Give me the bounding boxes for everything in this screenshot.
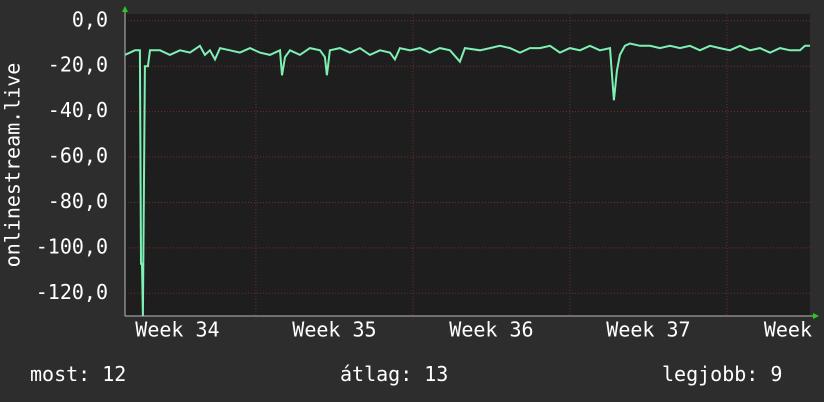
plot-area [125, 14, 810, 316]
stat: átlag: 13 [340, 362, 448, 386]
y-tick-label: -80,0 [48, 189, 108, 213]
stat-label: legjobb: [662, 362, 758, 386]
x-tick-label: Week 37 [606, 318, 690, 342]
y-tick-label: -60,0 [48, 144, 108, 168]
x-tick-label: Week [764, 318, 812, 342]
data-line [124, 42, 810, 317]
y-axis-label: onlinestream.live [1, 63, 25, 268]
stat-label: átlag: [340, 362, 412, 386]
stat-value: 12 [102, 362, 126, 386]
y-tick-label: -20,0 [48, 53, 108, 77]
axis-arrow [122, 6, 128, 12]
stat-label: most: [30, 362, 90, 386]
y-tick-label: -100,0 [36, 234, 108, 258]
stat: legjobb: 9 [662, 362, 782, 386]
axis-arrow [813, 313, 819, 319]
plot [124, 42, 810, 317]
stat-value: 9 [770, 362, 782, 386]
stat-value: 13 [424, 362, 448, 386]
y-tick-label: -120,0 [36, 280, 108, 304]
x-tick-label: Week 35 [292, 318, 376, 342]
y-tick-label: -40,0 [48, 98, 108, 122]
grid [125, 14, 810, 316]
x-tick-label: Week 34 [135, 318, 219, 342]
stat: most: 12 [30, 362, 126, 386]
y-tick-label: 0,0 [72, 7, 108, 31]
x-tick-label: Week 36 [449, 318, 533, 342]
labels: 0,0 -20,0 -40,0 -60,0 -80,0 -100,0 -120,0 Week … [30, 7, 812, 385]
